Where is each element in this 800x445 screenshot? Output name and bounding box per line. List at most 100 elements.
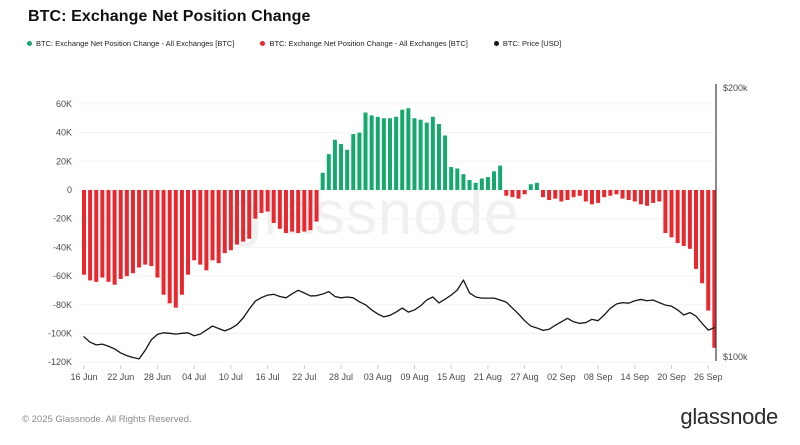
netflow-bar[interactable] (216, 190, 221, 264)
netflow-bar[interactable] (265, 190, 270, 212)
netflow-bar[interactable] (663, 190, 668, 234)
netflow-bar[interactable] (222, 190, 227, 254)
netflow-bar[interactable] (381, 118, 386, 190)
netflow-bar[interactable] (602, 190, 607, 198)
netflow-bar[interactable] (345, 149, 350, 190)
netflow-bar[interactable] (118, 190, 123, 279)
netflow-bar[interactable] (406, 108, 411, 190)
netflow-bar[interactable] (700, 190, 705, 284)
netflow-bar[interactable] (522, 190, 527, 195)
netflow-bar[interactable] (620, 190, 625, 199)
netflow-bar[interactable] (424, 122, 429, 190)
netflow-bar[interactable] (589, 190, 594, 205)
netflow-bar[interactable] (669, 190, 674, 238)
legend-item-netflow-negative[interactable]: BTC: Exchange Net Position Change - All … (260, 39, 468, 48)
netflow-bar[interactable] (339, 144, 344, 190)
netflow-bar[interactable] (388, 118, 392, 190)
netflow-bar[interactable] (645, 190, 650, 206)
netflow-bar[interactable] (608, 190, 613, 196)
netflow-bar[interactable] (82, 190, 86, 275)
netflow-bar[interactable] (290, 190, 295, 232)
netflow-bar[interactable] (283, 190, 288, 234)
netflow-bar[interactable] (314, 190, 319, 222)
netflow-bar[interactable] (277, 190, 282, 229)
netflow-bar[interactable] (155, 190, 160, 278)
netflow-bar[interactable] (192, 190, 197, 261)
netflow-bar[interactable] (571, 190, 576, 198)
netflow-bar[interactable] (363, 112, 368, 190)
netflow-bar[interactable] (198, 190, 203, 265)
netflow-bar[interactable] (596, 190, 601, 203)
netflow-bar[interactable] (626, 190, 631, 201)
netflow-bar[interactable] (479, 178, 484, 190)
plot-area[interactable]: 60K 40K 20K 0 -20K -40K -60K -80K -100K -120K $200… (0, 72, 800, 394)
netflow-bar[interactable] (247, 190, 252, 239)
netflow-bar[interactable] (271, 190, 276, 223)
netflow-bar[interactable] (369, 115, 374, 190)
netflow-bar[interactable] (559, 190, 564, 202)
netflow-bar[interactable] (583, 190, 588, 202)
netflow-bar[interactable] (332, 139, 337, 190)
netflow-bar[interactable] (547, 190, 552, 201)
netflow-bar[interactable] (412, 118, 417, 190)
netflow-bar[interactable] (577, 190, 582, 196)
netflow-bar[interactable] (443, 135, 448, 190)
netflow-bar[interactable] (455, 168, 460, 190)
netflow-bar[interactable] (430, 116, 435, 190)
netflow-bar[interactable] (449, 167, 454, 190)
netflow-bar[interactable] (467, 179, 472, 190)
netflow-bar[interactable] (485, 177, 490, 190)
netflow-bar[interactable] (528, 184, 533, 190)
netflow-bar[interactable] (94, 190, 99, 282)
netflow-bar[interactable] (712, 190, 717, 348)
netflow-bar[interactable] (541, 190, 545, 198)
netflow-bar[interactable] (320, 172, 325, 190)
netflow-bar[interactable] (614, 190, 619, 195)
netflow-bar[interactable] (143, 190, 148, 265)
netflow-bar[interactable] (253, 190, 258, 219)
netflow-bar[interactable] (130, 190, 135, 274)
netflow-bar[interactable] (681, 190, 686, 246)
netflow-bar[interactable] (112, 190, 117, 285)
netflow-bar[interactable] (651, 190, 656, 203)
netflow-bar[interactable] (351, 134, 356, 190)
netflow-bar[interactable] (375, 116, 380, 190)
chart-canvas[interactable]: 60K 40K 20K 0 -20K -40K -60K -80K -100K -120K $200… (0, 72, 800, 394)
netflow-bar[interactable] (259, 190, 264, 213)
netflow-bar[interactable] (137, 190, 142, 268)
netflow-bar[interactable] (687, 190, 692, 249)
netflow-bar[interactable] (106, 190, 111, 282)
netflow-bar[interactable] (675, 190, 680, 244)
netflow-bar[interactable] (326, 154, 331, 191)
netflow-bar[interactable] (167, 190, 172, 304)
netflow-bar[interactable] (173, 190, 178, 308)
netflow-bar[interactable] (504, 190, 509, 196)
netflow-bar[interactable] (498, 165, 503, 190)
netflow-bar[interactable] (461, 174, 466, 190)
legend-item-netflow-positive[interactable]: BTC: Exchange Net Position Change - All … (27, 39, 234, 48)
netflow-bar[interactable] (492, 171, 497, 190)
netflow-bar[interactable] (186, 190, 191, 275)
netflow-bar[interactable] (632, 190, 637, 202)
netflow-bar[interactable] (565, 190, 570, 201)
netflow-bar[interactable] (394, 116, 399, 190)
netflow-bar[interactable] (302, 190, 307, 232)
netflow-bar[interactable] (694, 190, 698, 269)
netflow-bar[interactable] (204, 190, 209, 271)
netflow-bar[interactable] (400, 109, 405, 190)
netflow-bar[interactable] (241, 190, 246, 242)
netflow-bar[interactable] (534, 182, 539, 190)
netflow-bar[interactable] (228, 190, 233, 251)
netflow-bar[interactable] (510, 190, 515, 198)
netflow-bar[interactable] (149, 190, 154, 267)
netflow-bar[interactable] (308, 190, 313, 231)
netflow-bar[interactable] (210, 190, 215, 261)
netflow-bar[interactable] (706, 190, 711, 311)
netflow-bar[interactable] (296, 190, 301, 234)
netflow-bar[interactable] (357, 132, 362, 190)
netflow-bar[interactable] (657, 190, 662, 202)
netflow-bar[interactable] (88, 190, 93, 281)
netflow-bar[interactable] (473, 182, 478, 190)
netflow-bar[interactable] (436, 123, 441, 190)
netflow-bar[interactable] (638, 190, 643, 205)
